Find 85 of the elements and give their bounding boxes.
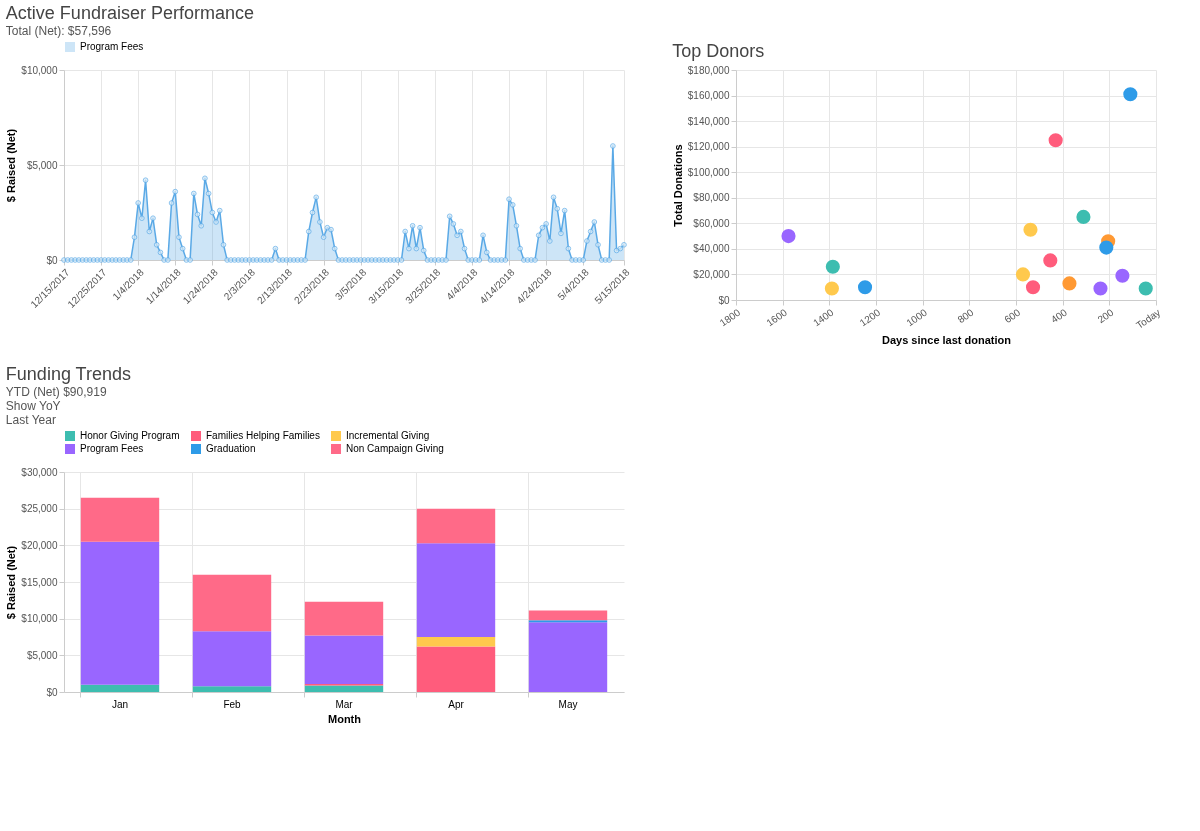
point <box>824 281 839 296</box>
bar <box>528 610 608 621</box>
y-tick-label: $10,000 <box>21 613 58 625</box>
y-tick-label: $5,000 <box>26 649 58 661</box>
x-tick-label: Mar <box>335 698 354 710</box>
y-tick-label: $10,000 <box>21 64 58 76</box>
point <box>825 259 840 274</box>
x-tick-label: 1200 <box>857 306 883 329</box>
x-tick-label: 1000 <box>904 306 930 329</box>
bar <box>80 541 160 685</box>
text: Last Year <box>5 413 56 427</box>
legend-label: Non Campaign Giving <box>346 443 444 454</box>
bar <box>304 635 384 684</box>
point <box>781 229 796 244</box>
text: Show YoY <box>5 399 61 413</box>
x-tick-label: Jan <box>111 698 129 710</box>
x-axis-title: Month <box>328 712 362 725</box>
y-axis-title: $ Raised (Net) <box>5 545 18 620</box>
bar <box>304 601 384 636</box>
y-tick-label: $0 <box>718 294 730 306</box>
point <box>1099 240 1114 255</box>
point <box>1025 280 1041 295</box>
y-tick-label: $0 <box>46 686 58 698</box>
y-tick-label: $30,000 <box>21 466 58 478</box>
point <box>1048 133 1063 148</box>
y-tick-label: $160,000 <box>687 90 730 102</box>
bar <box>304 685 384 692</box>
chart-title: Funding Trends <box>5 364 131 384</box>
point <box>1123 87 1138 102</box>
chart-subtitle: YTD (Net) $90,919 <box>5 385 107 399</box>
point <box>1043 253 1058 268</box>
y-tick-label: $5,000 <box>26 159 58 171</box>
y-tick-label: $180,000 <box>687 64 730 76</box>
x-tick-label: 1800 <box>717 306 743 329</box>
y-tick-label: $0 <box>46 254 58 266</box>
y-tick-label: $120,000 <box>687 141 730 153</box>
x-tick-label: Feb <box>223 698 242 710</box>
y-tick-label: $100,000 <box>687 166 730 178</box>
bar <box>416 646 496 692</box>
y-tick-label: $80,000 <box>693 192 730 204</box>
chart-title: Active Fundraiser Performance <box>5 3 254 23</box>
legend-label: Families Helping Families <box>206 430 320 441</box>
legend-label: Incremental Giving <box>346 430 430 441</box>
bar <box>416 637 496 647</box>
x-tick-label: May <box>558 698 578 710</box>
point <box>1023 222 1038 237</box>
x-tick-label: 1400 <box>811 306 836 329</box>
point <box>1093 281 1108 296</box>
x-tick-label: 800 <box>955 306 976 326</box>
y-tick-label: $25,000 <box>21 503 58 515</box>
y-axis-title: Total Donations <box>671 144 684 227</box>
y-tick-label: $20,000 <box>693 268 730 280</box>
point <box>1115 268 1130 283</box>
legend-label: Graduation <box>206 443 256 454</box>
chart-title: Top Donors <box>672 41 765 61</box>
point <box>857 280 873 295</box>
bar <box>416 543 496 637</box>
bar <box>192 631 272 687</box>
point <box>1062 276 1077 291</box>
bar <box>80 684 160 692</box>
y-tick-label: $20,000 <box>21 539 58 551</box>
y-tick-label: $40,000 <box>693 243 730 255</box>
legend-label: Program Fees <box>80 443 144 454</box>
x-tick-label: 400 <box>1048 306 1070 326</box>
point <box>1138 281 1153 296</box>
x-axis-title: Days since last donation <box>882 334 1012 346</box>
y-axis-title: $ Raised (Net) <box>5 128 18 203</box>
point <box>1015 267 1031 282</box>
legend-label: Program Fees <box>80 41 144 52</box>
chart-subtitle: Total (Net): $57,596 <box>5 24 112 38</box>
legend-label: Honor Giving Program <box>80 430 180 441</box>
y-tick-label: $140,000 <box>687 115 730 127</box>
x-tick-label: 1600 <box>764 306 790 329</box>
point <box>1076 209 1091 224</box>
y-tick-label: $60,000 <box>693 217 730 229</box>
bar <box>528 622 608 692</box>
bar <box>80 497 160 542</box>
x-tick-label: 600 <box>1002 306 1023 326</box>
bar <box>528 620 608 623</box>
y-tick-label: $15,000 <box>21 576 58 588</box>
bar <box>416 508 496 544</box>
x-tick-label: 200 <box>1095 306 1116 326</box>
bar <box>192 686 272 692</box>
bar <box>192 574 272 632</box>
x-tick-label: Apr <box>448 698 465 710</box>
